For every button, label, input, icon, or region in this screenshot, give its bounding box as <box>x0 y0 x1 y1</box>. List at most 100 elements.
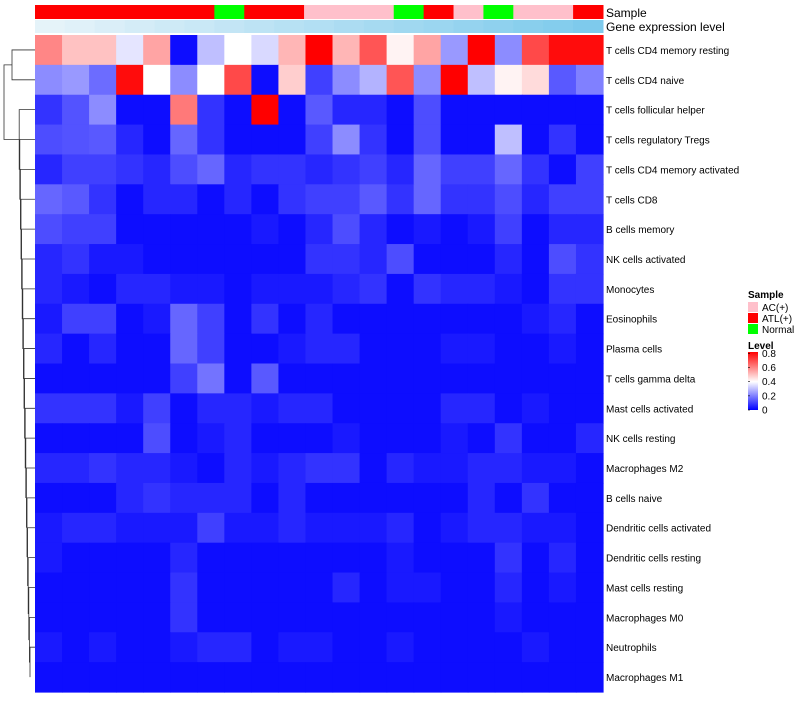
heatmap-cell <box>143 94 171 126</box>
row-label: Plasma cells <box>606 345 662 356</box>
heatmap-cell <box>467 244 496 275</box>
heatmap-cell <box>332 214 361 245</box>
heatmap-cell <box>305 94 334 126</box>
heatmap-cell <box>251 214 280 245</box>
heatmap-cell <box>35 602 63 633</box>
dendrogram-branch <box>26 497 35 558</box>
heatmap-cell <box>197 244 225 275</box>
heatmap-cell <box>116 572 144 604</box>
heatmap-cell <box>89 303 117 335</box>
heatmap-cell <box>251 482 280 514</box>
heatmap-cell <box>305 64 334 96</box>
heatmap-cell <box>494 273 523 305</box>
heatmap-cell <box>386 154 415 185</box>
heatmap-cell <box>62 572 90 604</box>
heatmap-cell <box>251 602 280 633</box>
heatmap-cell <box>251 184 280 215</box>
heatmap-cell <box>332 512 361 544</box>
heatmap-cell <box>224 662 252 693</box>
heatmap-cell <box>62 64 90 96</box>
heatmap-cell <box>521 363 550 394</box>
heatmap-cell <box>251 632 280 663</box>
heatmap-cell <box>575 124 604 156</box>
heatmap-cell <box>278 303 307 335</box>
row-label: Eosinophils <box>606 315 657 326</box>
heatmap-cell <box>575 602 604 633</box>
heatmap-cell <box>305 184 334 215</box>
heatmap-cell <box>170 35 198 66</box>
heatmap-cell <box>359 64 388 96</box>
heatmap-cell <box>386 453 415 484</box>
heatmap-cell <box>251 453 280 484</box>
heatmap-cell <box>521 512 550 544</box>
heatmap-cell <box>332 94 361 126</box>
heatmap-cell <box>251 662 280 693</box>
row-label: B cells naive <box>606 494 663 505</box>
heatmap-cell <box>251 572 280 604</box>
row-dendrogram <box>3 49 35 678</box>
row-label: Dendritic cells resting <box>606 554 701 565</box>
heatmap-cell <box>278 572 307 604</box>
heatmap-cell <box>35 333 63 365</box>
row-label: T cells follicular helper <box>606 106 705 117</box>
heatmap-cell <box>359 303 388 335</box>
heatmap-cell <box>521 154 550 185</box>
heatmap-cell <box>143 542 171 574</box>
heatmap-cell <box>89 542 117 574</box>
heatmap-cell <box>575 154 604 185</box>
heatmap-cell <box>305 154 334 185</box>
heatmap-cell <box>116 214 144 245</box>
row-labels: T cells CD4 memory resting T cells CD4 na… <box>606 46 739 684</box>
heatmap-cell <box>305 542 334 574</box>
heatmap-cell <box>359 363 388 394</box>
heatmap-cell <box>575 632 604 663</box>
heatmap-cell <box>386 572 415 604</box>
heatmap-cell <box>35 273 63 305</box>
heatmap-cell <box>143 453 171 484</box>
heatmap-cell <box>305 124 334 156</box>
legend-sample-title: Sample <box>748 290 784 301</box>
heatmap-cell <box>413 94 442 126</box>
heatmap-cell <box>413 124 442 156</box>
heatmap-cell <box>575 423 604 454</box>
heatmap-cell <box>494 333 523 365</box>
heatmap-cell <box>575 333 604 365</box>
row-label: NK cells activated <box>606 255 685 266</box>
heatmap-cell <box>251 273 280 305</box>
heatmap-cell <box>62 273 90 305</box>
heatmap-cell <box>62 303 90 335</box>
heatmap-cell <box>116 244 144 275</box>
heatmap-cell <box>494 64 523 96</box>
heatmap-cell <box>440 214 469 245</box>
row-label: Monocytes <box>606 285 654 296</box>
legend-tick-label: 0 <box>762 406 768 417</box>
sample-annotation-cell <box>64 5 96 19</box>
heatmap-cell <box>359 124 388 156</box>
heatmap-cell <box>224 154 252 185</box>
heatmap-cell <box>332 363 361 394</box>
heatmap-cell <box>143 124 171 156</box>
expression-level-cell <box>64 20 96 33</box>
heatmap-cell <box>386 662 415 693</box>
heatmap-cell <box>521 64 550 96</box>
heatmap-cell <box>170 124 198 156</box>
heatmap-cell <box>548 124 577 156</box>
heatmap-cell <box>35 512 63 544</box>
heatmap-cell <box>170 393 198 424</box>
heatmap-cell <box>440 632 469 663</box>
heatmap-cell <box>467 602 496 633</box>
heatmap-cell <box>170 303 198 335</box>
heatmap-cell <box>413 662 442 693</box>
heatmap-cell <box>116 632 144 663</box>
heatmap-cell <box>467 662 496 693</box>
heatmap-cell <box>35 64 63 96</box>
heatmap-cell <box>494 662 523 693</box>
heatmap-cell <box>143 303 171 335</box>
heatmap-cell <box>35 423 63 454</box>
heatmap-cell <box>548 64 577 96</box>
heatmap-cell <box>548 393 577 424</box>
heatmap-cell <box>332 64 361 96</box>
heatmap-cell <box>332 542 361 574</box>
sample-annotation-cell <box>513 5 544 19</box>
heatmap-cell <box>278 512 307 544</box>
